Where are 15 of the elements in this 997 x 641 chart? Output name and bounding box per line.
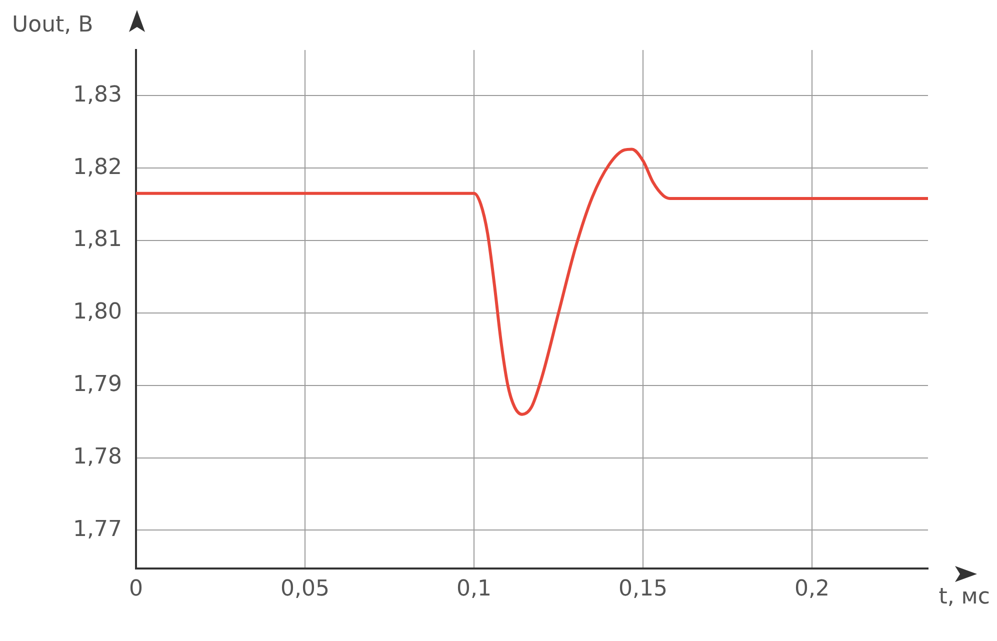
y-tick-label: 1,81 <box>73 227 122 252</box>
y-tick-label: 1,83 <box>73 82 122 108</box>
y-tick-label: 1,82 <box>73 154 122 180</box>
y-tick-label: 1,78 <box>73 444 122 470</box>
y-tick-label: 1,80 <box>73 300 122 325</box>
x-tick-label: 0,2 <box>794 576 830 602</box>
x-tick-label: 0,15 <box>618 576 668 602</box>
x-tick-label: 0,05 <box>280 576 330 602</box>
y-tick-label: 1,77 <box>73 516 122 542</box>
x-tick-label: 0 <box>129 576 143 602</box>
line-series <box>136 148 928 416</box>
y-tick-label: 1,79 <box>73 372 122 398</box>
x-axis-title: t, мс <box>938 584 990 610</box>
x-tick-label: 0,1 <box>456 576 492 602</box>
y-axis-title: Uout, В <box>12 12 94 38</box>
